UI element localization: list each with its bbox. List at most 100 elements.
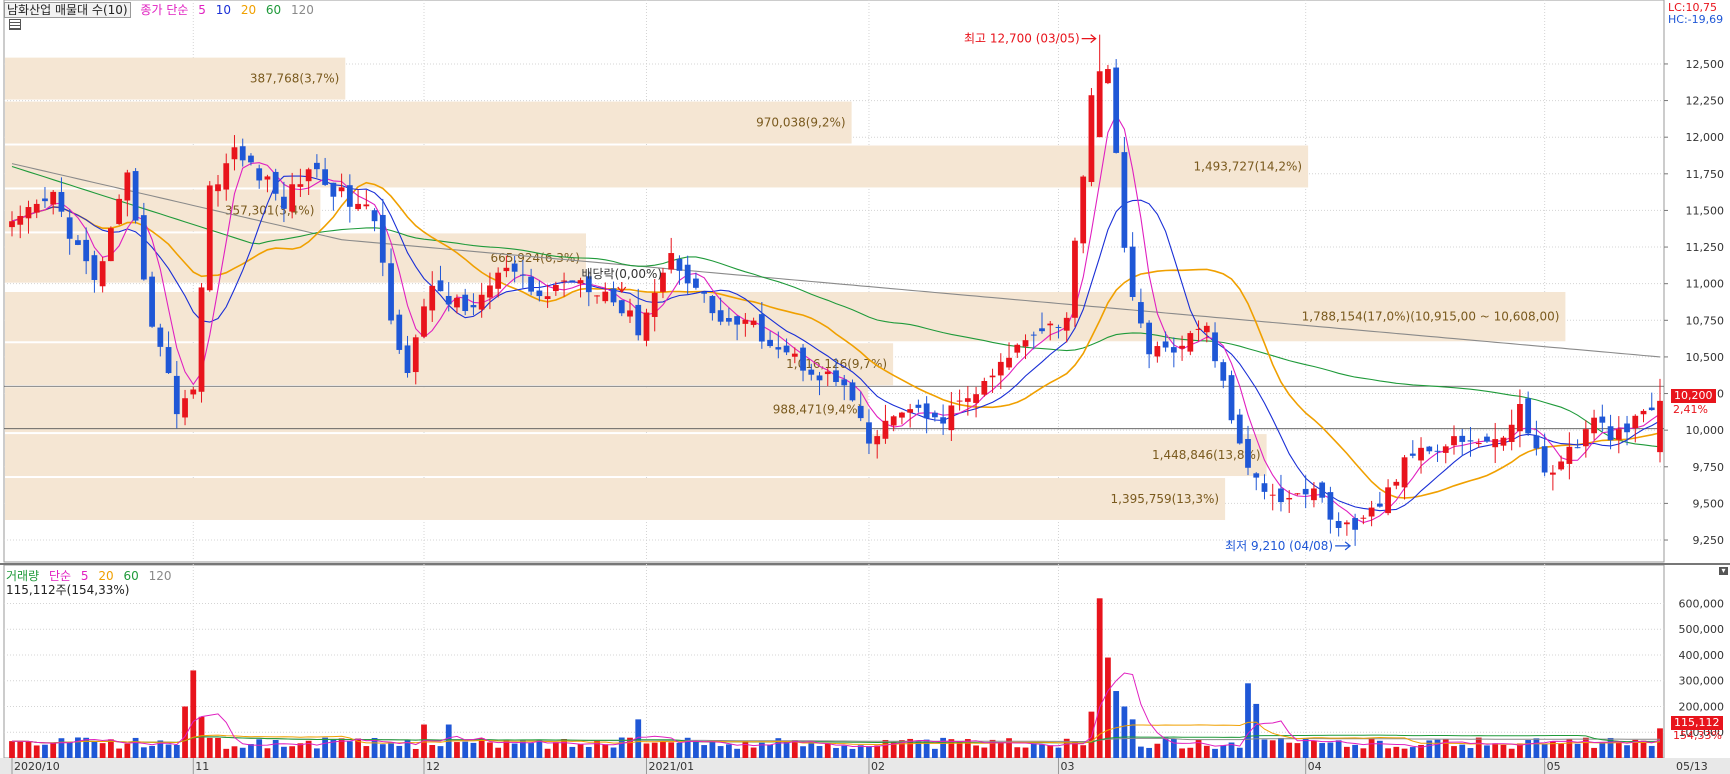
volume-bar [1212, 748, 1218, 758]
volume-bar [1343, 746, 1350, 758]
candle-body [1146, 322, 1153, 355]
candle-body [544, 296, 551, 300]
stock-title[interactable]: 남화산업 매물대 수(10) [4, 2, 131, 18]
profile-band [5, 343, 894, 386]
table-icon[interactable] [9, 19, 21, 30]
candle-body [758, 314, 765, 342]
candle-body [1442, 446, 1449, 453]
volume-chart-header: 거래량 단순 5 20 60 120 [6, 567, 177, 584]
candle-body [462, 294, 469, 312]
volume-bar [1080, 745, 1087, 758]
profile-band [5, 145, 1309, 188]
x-axis: 2020/10 11 12 2021/01 02 03 04 05 05/13 [11, 758, 1708, 774]
candle [519, 260, 526, 289]
candle-body [83, 239, 90, 262]
candle [371, 208, 378, 232]
panel-collapse-icon[interactable]: ▾ [1719, 567, 1728, 575]
candle-body [173, 375, 180, 415]
candle-body [33, 203, 40, 213]
candle-body [256, 168, 263, 181]
candle-body [478, 294, 485, 310]
candle-body [1525, 398, 1532, 434]
volume-tick-label: 200,000 [1679, 700, 1725, 713]
volume-bar [75, 737, 81, 758]
candle-body [1311, 488, 1317, 501]
volume-bar [1278, 737, 1284, 758]
candle [478, 282, 485, 318]
volume-bar [816, 746, 823, 758]
candle-body [132, 171, 139, 221]
volume-bar [231, 746, 238, 758]
candle-body [1278, 488, 1284, 503]
candle [1006, 342, 1012, 371]
candle-body [1376, 503, 1383, 507]
candle [66, 209, 73, 255]
candle [248, 153, 254, 166]
candle-body [693, 278, 699, 288]
candle [1228, 370, 1235, 424]
volume-bar [404, 740, 411, 758]
volume-bar [379, 744, 386, 758]
volume-bar [1657, 728, 1663, 758]
candle [25, 200, 32, 234]
candle-body [264, 176, 271, 180]
candle [552, 281, 559, 296]
candle [231, 135, 238, 171]
candle [701, 291, 708, 303]
candle [1599, 404, 1606, 432]
profile-label: 988,471(9,4%) [773, 403, 862, 417]
candle-body [594, 295, 600, 297]
candle [355, 189, 361, 211]
candle [445, 282, 452, 312]
volume-bar [874, 745, 881, 758]
candle-body [1129, 246, 1136, 298]
volume-bar [478, 738, 485, 758]
candle [1327, 486, 1334, 534]
candle [1648, 392, 1655, 411]
volume-bar [1360, 748, 1367, 758]
candle-body [783, 345, 790, 353]
volume-bar [1508, 748, 1515, 758]
candle-body [775, 347, 782, 350]
volume-bar [1319, 743, 1326, 758]
volume-bar [569, 746, 576, 758]
volume-bar [25, 741, 32, 758]
candle-body [841, 379, 848, 386]
candle [923, 396, 930, 434]
candle-body [1500, 437, 1507, 446]
candle [379, 198, 386, 277]
candle-body [404, 345, 411, 374]
candle-body [371, 210, 378, 222]
volume-bar [9, 741, 15, 758]
candle [973, 386, 979, 418]
volume-current: 115,112주(154,33%) [6, 583, 130, 597]
candle-body [890, 416, 897, 426]
candle-body [91, 255, 98, 280]
volume-bar [1096, 598, 1103, 758]
candle-body [346, 185, 353, 207]
candle [783, 338, 790, 356]
volume-bar [841, 745, 848, 758]
candle-body [940, 417, 947, 424]
candle-body [1467, 440, 1474, 442]
volume-bar [536, 740, 543, 758]
volume-bar [182, 706, 188, 758]
candle-body [272, 171, 279, 194]
price-tick-label: 12,000 [1686, 131, 1725, 144]
annotations: 최고 12,700 (03/05) 최저 9,210 (04/08) 배당락(0,0… [581, 32, 1352, 553]
profile-label: 1,448,846(13,8%) [1152, 448, 1261, 462]
ma10-label: 10 [215, 3, 231, 17]
volume-bar [956, 741, 963, 758]
volume-bar [165, 744, 172, 758]
candle-body [1105, 69, 1111, 84]
candle-body [1657, 400, 1663, 453]
volume-bar [239, 747, 246, 758]
candle-body [981, 380, 988, 395]
candle [1294, 493, 1301, 496]
candle-body [239, 146, 246, 161]
candle-body [1434, 450, 1441, 452]
candle [1343, 520, 1350, 536]
candle-body [1121, 152, 1128, 248]
vol-ma5-line [11, 672, 1661, 748]
volume-bar [1467, 748, 1474, 758]
